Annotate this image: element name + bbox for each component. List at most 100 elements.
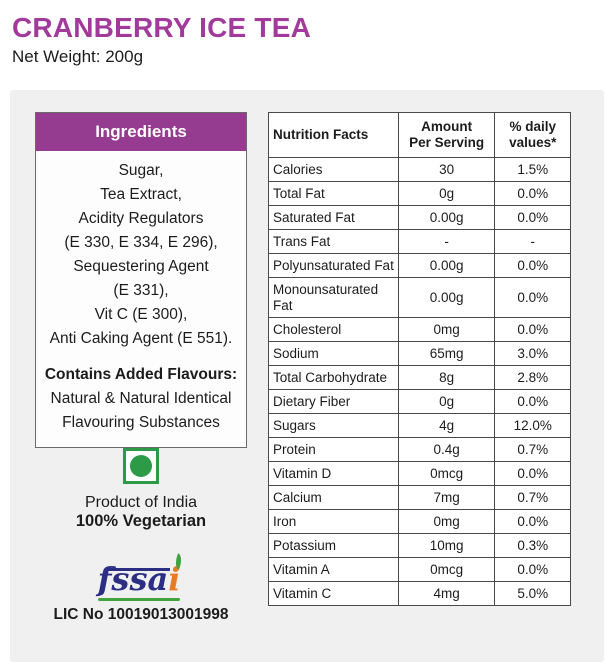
nutrient-amount: 0mg	[397, 317, 496, 342]
license-number: LIC No 10019013001998	[53, 606, 229, 623]
ingredient-line: Natural & Natural Identical	[50, 390, 232, 407]
nutrient-label: Cholesterol	[268, 317, 399, 342]
nutrient-label: Monounsaturated Fat	[268, 277, 399, 318]
table-row: Dietary Fiber 0g 0.0%	[268, 389, 571, 414]
nutrient-label: Vitamin A	[268, 557, 399, 582]
ingredient-line: (E 330, E 334, E 296),	[64, 234, 218, 251]
table-row: Iron 0mg 0.0%	[268, 509, 571, 534]
product-of-india-label: Product of India	[84, 494, 198, 511]
nutrient-daily-value: 0.0%	[494, 389, 571, 414]
table-row: Potassium 10mg 0.3%	[268, 533, 571, 558]
nutrient-amount: 7mg	[397, 485, 496, 510]
amount-per-serving-header: Amount Per Serving	[397, 112, 496, 158]
table-row: Trans Fat - -	[268, 229, 571, 254]
ingredient-line: Sequestering Agent	[73, 258, 209, 275]
nutrient-daily-value: 0.0%	[494, 557, 571, 582]
table-row: Cholesterol 0mg 0.0%	[268, 317, 571, 342]
nutrient-amount: 65mg	[397, 341, 496, 366]
nutrient-label: Dietary Fiber	[268, 389, 399, 414]
nutrient-amount: 0.00g	[397, 253, 496, 278]
ingredients-heading: Ingredients	[36, 113, 246, 151]
nutrient-amount: 8g	[397, 365, 496, 390]
page-title: CRANBERRY ICE TEA	[12, 12, 311, 43]
nutrient-daily-value: 0.0%	[494, 277, 571, 318]
flavours-heading: Contains Added Flavours:	[44, 366, 238, 383]
fssai-logo-i: i	[168, 560, 181, 598]
nutrient-daily-value: 2.8%	[494, 365, 571, 390]
nutrition-facts-table: Nutrition Facts Amount Per Serving % dai…	[268, 112, 571, 606]
ingredients-box: Ingredients Sugar, Tea Extract, Acidity Re…	[35, 112, 247, 448]
nutrient-daily-value: 0.7%	[494, 437, 571, 462]
nutrient-label: Sugars	[268, 413, 399, 438]
nutrient-amount: 0.4g	[397, 437, 496, 462]
nutrient-label: Calcium	[268, 485, 399, 510]
nutrient-label: Total Carbohydrate	[268, 365, 399, 390]
net-weight: Net Weight: 200g	[12, 47, 144, 66]
nutrient-amount: 30	[397, 157, 496, 182]
ingredients-lines: Sugar, Tea Extract, Acidity Regulators (E 3…	[38, 159, 244, 351]
ingredient-line: Anti Caking Agent (E 551).	[49, 330, 233, 347]
table-row: Vitamin D 0mcg 0.0%	[268, 461, 571, 486]
daily-values-header: % daily values*	[494, 112, 571, 158]
nutrient-amount: 0mg	[397, 509, 496, 534]
nutrient-daily-value: 12.0%	[494, 413, 571, 438]
table-row: Vitamin C 4mg 5.0%	[268, 581, 571, 606]
fssai-logo-text: fssa	[97, 560, 169, 598]
fssai-logo: fssai	[94, 553, 189, 601]
vegetarian-label: 100% Vegetarian	[75, 512, 207, 530]
fssai-section: fssai LIC No 10019013001998	[35, 553, 247, 624]
nutrient-amount: 10mg	[397, 533, 496, 558]
nutrient-daily-value: 0.0%	[494, 205, 571, 230]
nutrient-label: Potassium	[268, 533, 399, 558]
nutrient-amount: 0.00g	[397, 205, 496, 230]
nutrient-daily-value: 0.0%	[494, 509, 571, 534]
fssai-underline-icon	[97, 598, 181, 601]
table-row: Vitamin A 0mcg 0.0%	[268, 557, 571, 582]
nutrient-amount: 4mg	[397, 581, 496, 606]
ingredient-line: Tea Extract,	[100, 186, 182, 203]
flavours-lines: Natural & Natural Identical Flavouring Su…	[38, 387, 244, 435]
nutrient-daily-value: -	[494, 229, 571, 254]
table-row: Total Carbohydrate 8g 2.8%	[268, 365, 571, 390]
nutrient-label: Calories	[268, 157, 399, 182]
ingredient-line: Flavouring Substances	[62, 414, 220, 431]
ingredient-line: Vit C (E 300),	[94, 306, 188, 323]
nutrient-label: Saturated Fat	[268, 205, 399, 230]
nutrient-label: Iron	[268, 509, 399, 534]
vegetarian-dot-icon	[130, 455, 152, 477]
nutrient-daily-value: 1.5%	[494, 157, 571, 182]
nutrient-amount: 0mcg	[397, 461, 496, 486]
nutrient-label: Polyunsaturated Fat	[268, 253, 399, 278]
table-row: Saturated Fat 0.00g 0.0%	[268, 205, 571, 230]
table-row: Calcium 7mg 0.7%	[268, 485, 571, 510]
table-row: Sugars 4g 12.0%	[268, 413, 571, 438]
nutrient-daily-value: 0.7%	[494, 485, 571, 510]
nutrient-daily-value: 0.3%	[494, 533, 571, 558]
table-row: Polyunsaturated Fat 0.00g 0.0%	[268, 253, 571, 278]
ingredient-line: Acidity Regulators	[78, 210, 204, 227]
nutrient-amount: -	[397, 229, 496, 254]
nutrient-label: Trans Fat	[268, 229, 399, 254]
nutrient-amount: 0g	[397, 181, 496, 206]
table-row: Sodium 65mg 3.0%	[268, 341, 571, 366]
nutrient-label: Total Fat	[268, 181, 399, 206]
origin-section: Product of India 100% Vegetarian fssai L…	[35, 448, 247, 624]
ingredient-line: (E 331),	[113, 282, 169, 299]
label-panel: Ingredients Sugar, Tea Extract, Acidity Re…	[10, 90, 604, 662]
nutrient-daily-value: 0.0%	[494, 253, 571, 278]
nutrition-facts-header: Nutrition Facts	[268, 112, 399, 158]
nutrient-amount: 0mcg	[397, 557, 496, 582]
nutrient-label: Vitamin C	[268, 581, 399, 606]
nutrient-daily-value: 0.0%	[494, 461, 571, 486]
nutrient-daily-value: 0.0%	[494, 317, 571, 342]
nutrient-amount: 0.00g	[397, 277, 496, 318]
nutrient-amount: 0g	[397, 389, 496, 414]
ingredients-body: Sugar, Tea Extract, Acidity Regulators (E 3…	[36, 151, 246, 447]
nutrient-daily-value: 3.0%	[494, 341, 571, 366]
nutrition-table-head: Nutrition Facts Amount Per Serving % dai…	[268, 112, 571, 158]
nutrient-daily-value: 5.0%	[494, 581, 571, 606]
ingredient-line: Sugar,	[118, 162, 164, 179]
nutrient-daily-value: 0.0%	[494, 181, 571, 206]
nutrition-header-row: Nutrition Facts Amount Per Serving % dai…	[268, 112, 571, 158]
nutrient-amount: 4g	[397, 413, 496, 438]
